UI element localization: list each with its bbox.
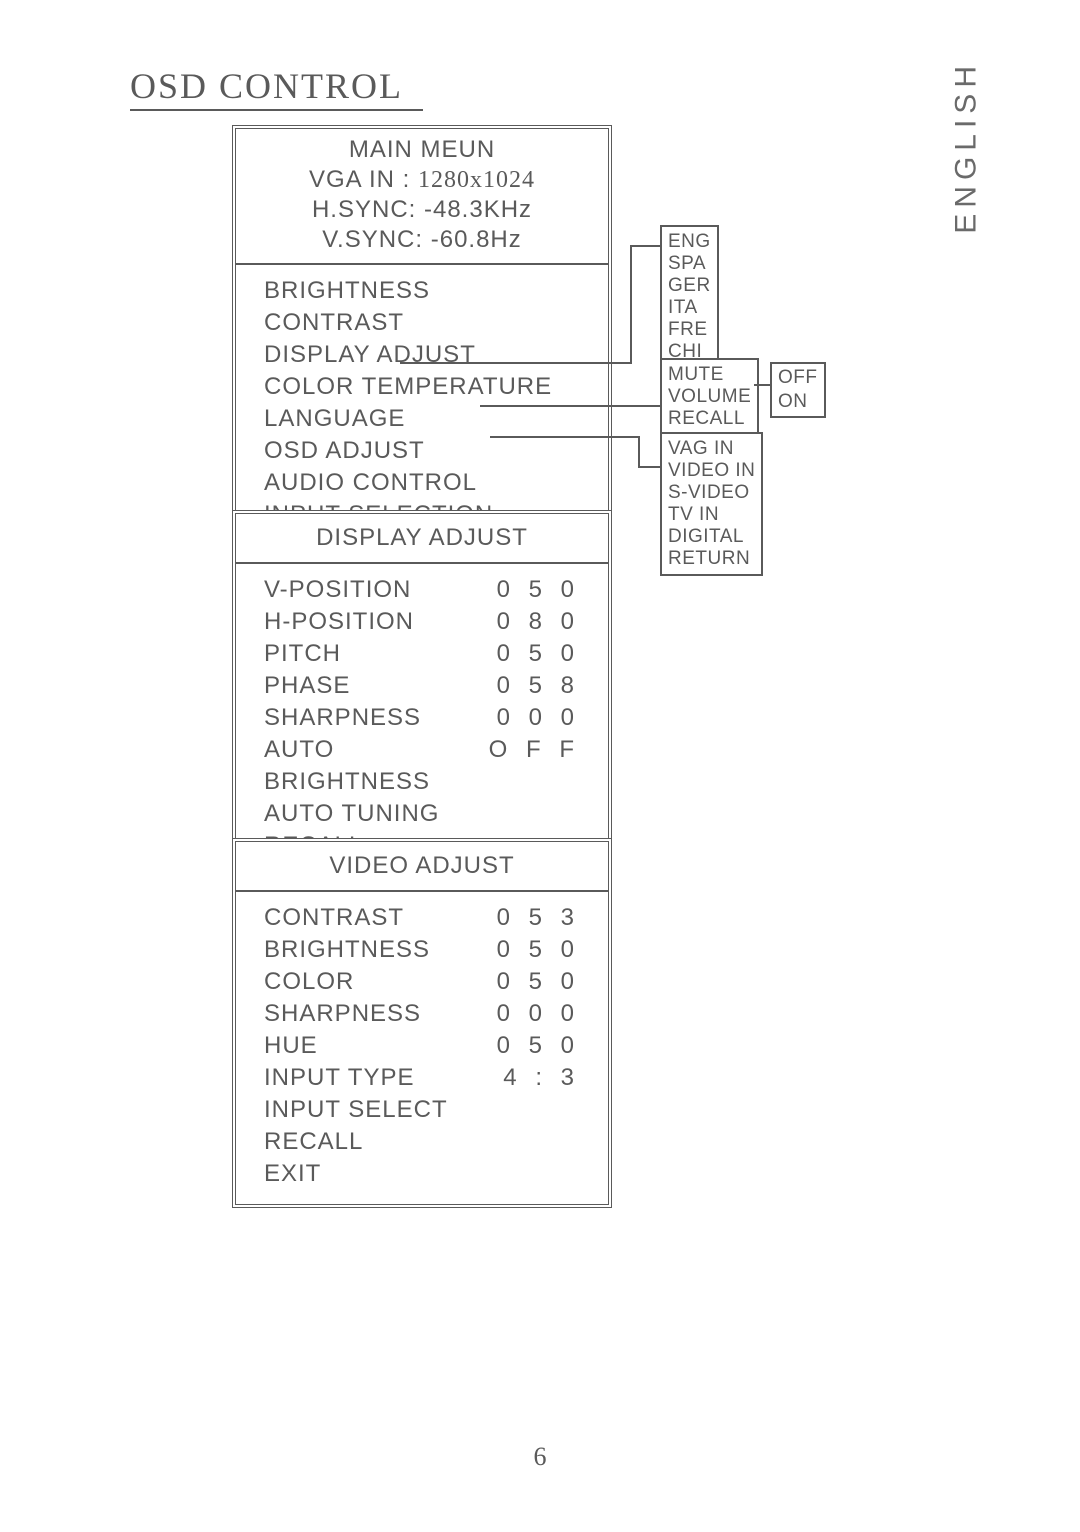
menu-item[interactable]: INPUT SELECT: [264, 1094, 580, 1126]
main-menu-title: MAIN MEUN: [236, 135, 608, 165]
menu-item-value: 0 5 0: [497, 638, 580, 670]
display-adjust-title: DISPLAY ADJUST: [236, 514, 608, 564]
callout-item[interactable]: MUTE: [668, 364, 751, 386]
callout-item[interactable]: ENG: [668, 231, 711, 253]
menu-item[interactable]: EXIT: [264, 1158, 580, 1190]
menu-item-value: 0 5 0: [497, 934, 580, 966]
callout-item[interactable]: TV IN: [668, 504, 755, 526]
connector-line: [638, 466, 660, 468]
menu-item-label: COLOR: [264, 966, 497, 998]
main-menu-header: MAIN MEUN VGA IN : 1280x1024 H.SYNC: -48…: [236, 129, 608, 265]
connector-line: [480, 405, 660, 407]
callout-item[interactable]: S-VIDEO: [668, 482, 755, 504]
menu-item-label: AUDIO CONTROL: [264, 467, 580, 499]
menu-item[interactable]: COLOR TEMPERATURE: [264, 371, 580, 403]
menu-item-label: EXIT: [264, 1158, 580, 1190]
callout-item[interactable]: VAG IN: [668, 438, 755, 460]
menu-item-label: BRIGHTNESS: [264, 934, 497, 966]
menu-item-value: O F F: [489, 734, 580, 798]
menu-item[interactable]: CONTRAST0 5 3: [264, 902, 580, 934]
menu-item[interactable]: OSD ADJUST: [264, 435, 580, 467]
connector-line: [638, 436, 640, 466]
menu-item-label: RECALL: [264, 1126, 580, 1158]
main-menu-hsync: H.SYNC: -48.3KHz: [236, 195, 608, 225]
vga-label: VGA IN :: [309, 166, 410, 193]
connector-line: [630, 245, 660, 247]
menu-item-label: SHARPNESS: [264, 702, 497, 734]
menu-item[interactable]: H-POSITION0 8 0: [264, 606, 580, 638]
callout-item[interactable]: RETURN: [668, 548, 755, 570]
menu-item-label: CONTRAST: [264, 902, 497, 934]
menu-item-label: AUTO TUNING: [264, 798, 580, 830]
menu-item-label: AUTO BRIGHTNESS: [264, 734, 489, 798]
menu-item[interactable]: RECALL: [264, 1126, 580, 1158]
connector-line: [400, 362, 630, 364]
menu-item-value: 0 5 8: [497, 670, 580, 702]
page-number: 6: [534, 1442, 547, 1472]
menu-item[interactable]: AUDIO CONTROL: [264, 467, 580, 499]
menu-item-label: H-POSITION: [264, 606, 497, 638]
menu-item[interactable]: AUTO TUNING: [264, 798, 580, 830]
menu-item[interactable]: V-POSITION0 5 0: [264, 574, 580, 606]
callout-item[interactable]: SPA: [668, 253, 711, 275]
menu-item-value: 0 0 0: [497, 998, 580, 1030]
callout-item[interactable]: DIGITAL: [668, 526, 755, 548]
menu-item[interactable]: PITCH0 5 0: [264, 638, 580, 670]
menu-item-label: CONTRAST: [264, 307, 580, 339]
menu-item-value: 0 5 0: [497, 1030, 580, 1062]
callout-item[interactable]: OFF: [778, 366, 818, 390]
menu-item-label: OSD ADJUST: [264, 435, 580, 467]
menu-item[interactable]: DISPLAY ADJUST: [264, 339, 580, 371]
menu-item-value: 4 : 3: [500, 1062, 580, 1094]
menu-item-label: SHARPNESS: [264, 998, 497, 1030]
menu-item[interactable]: INPUT TYPE4 : 3: [264, 1062, 580, 1094]
menu-item[interactable]: SHARPNESS0 0 0: [264, 998, 580, 1030]
video-adjust-list: CONTRAST0 5 3BRIGHTNESS0 5 0COLOR0 5 0SH…: [236, 892, 608, 1204]
menu-item-label: BRIGHTNESS: [264, 275, 580, 307]
side-language-label: ENGLISH: [950, 60, 984, 234]
callout-item[interactable]: FRE: [668, 319, 711, 341]
menu-item-label: PHASE: [264, 670, 497, 702]
menu-item[interactable]: HUE0 5 0: [264, 1030, 580, 1062]
menu-item-value: 0 5 3: [497, 902, 580, 934]
connector-line: [490, 436, 638, 438]
menu-item-label: DISPLAY ADJUST: [264, 339, 580, 371]
language-callout: ENGSPAGERITAFRECHI: [660, 225, 719, 369]
input-callout: VAG INVIDEO INS-VIDEOTV INDIGITALRETURN: [660, 432, 763, 576]
video-adjust-title: VIDEO ADJUST: [236, 842, 608, 892]
callout-item[interactable]: VIDEO IN: [668, 460, 755, 482]
callout-item[interactable]: ON: [778, 390, 818, 414]
main-menu-vga: VGA IN : 1280x1024: [236, 165, 608, 195]
menu-item-label: PITCH: [264, 638, 497, 670]
mute-callout: OFFON: [770, 362, 826, 418]
connector-line: [754, 384, 770, 386]
menu-item-label: LANGUAGE: [264, 403, 580, 435]
callout-item[interactable]: GER: [668, 275, 711, 297]
callout-item[interactable]: VOLUME: [668, 386, 751, 408]
connector-line: [630, 245, 632, 364]
menu-item[interactable]: LANGUAGE: [264, 403, 580, 435]
main-menu-vsync: V.SYNC: -60.8Hz: [236, 225, 608, 255]
vga-value: 1280x1024: [418, 167, 535, 193]
menu-item-label: HUE: [264, 1030, 497, 1062]
page-title: OSD CONTROL: [130, 65, 423, 111]
menu-item[interactable]: SHARPNESS0 0 0: [264, 702, 580, 734]
callout-item[interactable]: ITA: [668, 297, 711, 319]
menu-item-label: INPUT TYPE: [264, 1062, 500, 1094]
menu-item[interactable]: BRIGHTNESS: [264, 275, 580, 307]
menu-item[interactable]: COLOR0 5 0: [264, 966, 580, 998]
menu-item[interactable]: CONTRAST: [264, 307, 580, 339]
menu-item-label: COLOR TEMPERATURE: [264, 371, 580, 403]
menu-item-value: 0 5 0: [497, 574, 580, 606]
menu-item[interactable]: BRIGHTNESS0 5 0: [264, 934, 580, 966]
menu-item-label: V-POSITION: [264, 574, 497, 606]
video-adjust-panel: VIDEO ADJUST CONTRAST0 5 3BRIGHTNESS0 5 …: [232, 838, 612, 1208]
menu-item[interactable]: AUTO BRIGHTNESSO F F: [264, 734, 580, 798]
menu-item[interactable]: PHASE0 5 8: [264, 670, 580, 702]
menu-item-value: 0 8 0: [497, 606, 580, 638]
menu-item-value: 0 0 0: [497, 702, 580, 734]
callout-item[interactable]: RECALL: [668, 408, 751, 430]
menu-item-label: INPUT SELECT: [264, 1094, 580, 1126]
menu-item-value: 0 5 0: [497, 966, 580, 998]
